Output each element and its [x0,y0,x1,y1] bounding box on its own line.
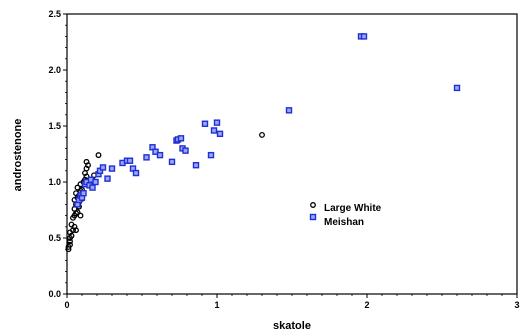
point-meishan [156,151,164,159]
point-meishan [360,33,368,40]
point-meishan [182,147,189,154]
point-large-white [68,221,75,228]
point-meishan [108,165,116,172]
legend: Large White Meishan [309,202,382,228]
point-large-white [67,238,73,245]
point-large-white [83,158,90,165]
point-meishan [99,164,107,171]
point-meishan [213,119,221,126]
x-axis-title: skatole [273,320,311,332]
point-meishan [143,154,150,161]
y-tick-label: 1.5 [48,121,61,131]
point-meishan [80,189,87,197]
point-large-white [74,209,81,216]
point-large-white [77,212,84,219]
point-meishan [152,148,159,155]
y-tick-label: 2.5 [48,9,61,19]
point-meishan [104,175,111,182]
point-meishan [210,127,218,134]
point-meishan [89,184,96,191]
y-axis-ticks: 0.0 0.5 1.0 1.5 2.0 2.5 [48,9,67,299]
point-meishan [453,84,461,92]
y-tick-label: 1.0 [48,177,61,187]
legend-marker-large-white [310,202,316,208]
point-meishan [207,151,215,159]
y-tick-label: 0.5 [48,233,61,243]
point-large-white [74,184,81,191]
point-meishan [285,107,293,114]
x-tick-label: 2 [364,300,369,310]
x-tick-label: 0 [64,300,69,310]
point-meishan [201,120,209,127]
y-tick-label: 0.0 [48,289,61,299]
x-axis-ticks: 0 1 2 3 [64,294,520,310]
x-tick-label: 1 [214,300,219,310]
legend-label-large-white: Large White [324,203,382,214]
data-points [65,33,461,253]
point-meishan [126,157,134,164]
point-meishan [168,158,176,166]
point-large-white [95,152,102,159]
point-meishan [216,130,224,138]
point-large-white [73,227,79,234]
point-meishan [192,161,200,169]
point-meishan [92,178,99,186]
legend-label-meishan: Meishan [324,217,364,228]
point-large-white [67,241,73,248]
legend-marker-meishan [309,213,317,221]
plot-frame [66,13,518,295]
y-tick-label: 2.0 [48,65,61,75]
plot-border [66,13,518,295]
point-meishan [177,135,185,142]
point-large-white [259,132,265,138]
x-tick-label: 3 [514,300,519,310]
point-meishan [132,169,140,177]
y-axis-title: androstenone [12,119,24,192]
